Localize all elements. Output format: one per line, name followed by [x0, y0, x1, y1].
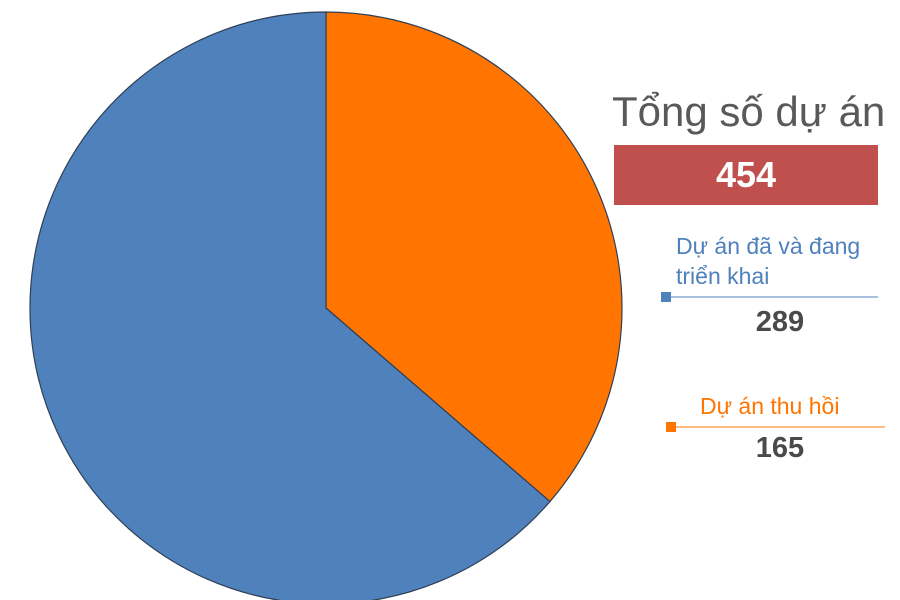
value-label: 165 — [755, 432, 805, 464]
pie-slice — [29, 11, 551, 600]
value-label: 289 — [755, 306, 805, 338]
legend-marker — [666, 422, 676, 432]
pie-slice — [325, 11, 623, 503]
legend-label: Dự án đã và đang triển khai — [676, 233, 861, 289]
chart-title: Tổng số dự án — [612, 88, 886, 135]
total-value: 454 — [614, 145, 878, 205]
legend-marker — [661, 292, 671, 302]
legend-label: Dự án thu hồi — [700, 393, 840, 419]
